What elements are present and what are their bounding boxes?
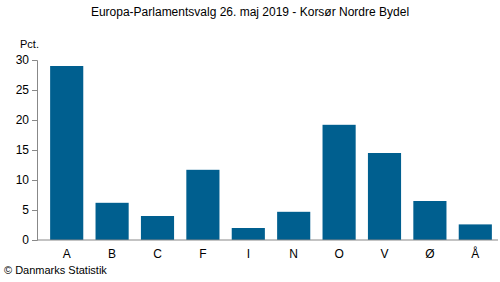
y-tick: 30 xyxy=(16,53,37,67)
x-tick: Ø xyxy=(425,240,434,261)
x-axis-line xyxy=(37,240,498,241)
bar xyxy=(96,203,129,240)
x-tick-label: I xyxy=(247,247,250,261)
bar xyxy=(50,66,83,240)
y-tick-mark xyxy=(32,90,37,91)
bar xyxy=(277,212,310,240)
bar xyxy=(141,216,174,240)
y-tick-label: 5 xyxy=(22,203,29,217)
bar xyxy=(413,201,446,240)
x-tick-label: Ø xyxy=(425,247,434,261)
y-axis-line xyxy=(32,61,38,241)
annotation: © Danmarks Statistik xyxy=(4,264,107,276)
x-tick-label: V xyxy=(380,247,388,261)
chart: 0 5 10 15 20 25 30 A B C F I N O V Ø Å Europa-Parlamentsv… xyxy=(0,0,500,282)
y-tick-label: 15 xyxy=(16,143,30,157)
bar xyxy=(186,170,219,240)
title: Europa-Parlamentsvalg 26. maj 2019 - Kor… xyxy=(91,5,409,19)
x-tick-label: F xyxy=(199,247,206,261)
x-tick-label: N xyxy=(289,247,298,261)
x-tick: O xyxy=(334,240,343,261)
x-tick-label: A xyxy=(63,247,71,261)
bar xyxy=(459,224,492,240)
y-tick: 20 xyxy=(16,113,37,127)
y-tick-label: 20 xyxy=(16,113,30,127)
y-tick-mark xyxy=(32,120,37,121)
x-tick: C xyxy=(153,240,162,261)
bar xyxy=(368,153,401,240)
y-tick-mark xyxy=(32,240,37,241)
y-axis: 0 5 10 15 20 25 30 xyxy=(16,53,38,247)
bar xyxy=(323,125,356,240)
y-tick-label: 30 xyxy=(16,53,30,67)
x-tick: V xyxy=(380,240,388,261)
y-tick: 5 xyxy=(22,203,37,217)
x-tick: Å xyxy=(471,240,479,261)
x-tick: A xyxy=(63,240,71,261)
y-tick: 10 xyxy=(16,173,37,187)
x-tick-label: C xyxy=(153,247,162,261)
y-tick-mark xyxy=(32,150,37,151)
y-tick-label: 0 xyxy=(22,233,29,247)
x-tick: B xyxy=(108,240,116,261)
x-tick-label: O xyxy=(334,247,343,261)
y-tick: 25 xyxy=(16,83,37,97)
plot: 0 5 10 15 20 25 30 A B C F I N O V Ø Å xyxy=(16,53,498,260)
bar xyxy=(232,228,265,240)
x-tick: N xyxy=(289,240,298,261)
y-tick-mark xyxy=(32,60,37,61)
x-axis: ABCFINOVØÅ xyxy=(37,240,498,261)
x-tick: I xyxy=(247,240,250,261)
y-tick-mark xyxy=(32,180,37,181)
bars xyxy=(50,66,492,240)
x-tick-label: Å xyxy=(471,246,479,261)
y-tick-label: 10 xyxy=(16,173,30,187)
y-tick: 0 xyxy=(22,233,37,247)
x-tick: F xyxy=(199,240,206,261)
y-tick: 15 xyxy=(16,143,37,157)
x-tick-label: B xyxy=(108,247,116,261)
y-tick-label: 25 xyxy=(16,83,30,97)
y-label: Pct. xyxy=(20,38,39,50)
y-tick-mark xyxy=(32,210,37,211)
